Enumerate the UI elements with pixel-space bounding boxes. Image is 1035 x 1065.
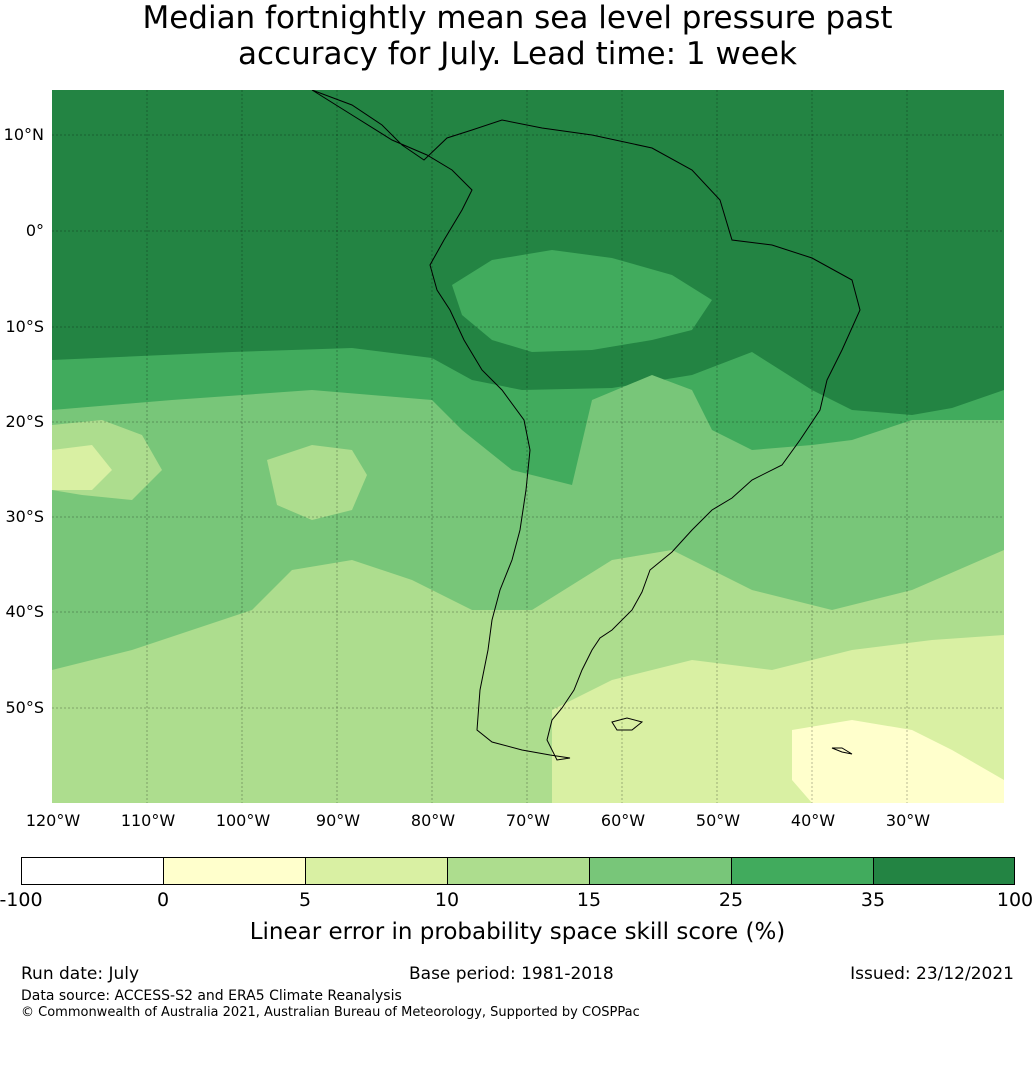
region-5-10-west: [52, 445, 112, 490]
lat-label-50s: 50°S: [5, 698, 44, 717]
base-period: Base period: 1981-2018: [409, 964, 614, 984]
title-line-1: Median fortnightly mean sea level pressu…: [142, 0, 893, 36]
run-date: Run date: July: [21, 964, 140, 984]
lon-label-30w: 30°W: [885, 811, 931, 830]
data-source: Data source: ACCESS-S2 and ERA5 Climate …: [21, 988, 402, 1004]
colorbar-tick-0: 0: [156, 889, 170, 911]
colorbar-band-25-35: [732, 858, 874, 884]
lon-label-110w: 110°W: [120, 811, 176, 830]
region-10-15-patch: [267, 445, 367, 520]
colorbar-band-15-25: [590, 858, 732, 884]
colorbar-tick-25: 25: [718, 889, 744, 911]
region-0-5: [792, 720, 1004, 803]
colorbar-band-0-5: [164, 858, 306, 884]
colorbar-band-minus100-0: [22, 858, 164, 884]
colorbar-tick-10: 10: [434, 889, 460, 911]
colorbar-tick-minus100: -100: [0, 889, 43, 911]
lon-label-70w: 70°W: [505, 811, 551, 830]
colorbar-title: Linear error in probability space skill …: [249, 919, 786, 945]
skill-map-svg: [52, 90, 1004, 803]
colorbar: [21, 857, 1015, 885]
lat-label-0: 0°: [25, 221, 44, 240]
chart-title: Median fortnightly mean sea level pressu…: [0, 0, 1035, 72]
issued-date: Issued: 23/12/2021: [850, 964, 1014, 984]
lon-label-40w: 40°W: [790, 811, 836, 830]
skill-map: [52, 90, 1004, 803]
colorbar-band-35-100: [874, 858, 1014, 884]
lon-label-80w: 80°W: [410, 811, 456, 830]
colorbar-tick-15: 15: [576, 889, 602, 911]
colorbar-tick-35: 35: [860, 889, 886, 911]
coastline-falklands: [611, 717, 644, 731]
colorbar-band-10-15: [448, 858, 590, 884]
lat-label-30s: 30°S: [5, 507, 44, 526]
lon-label-90w: 90°W: [315, 811, 361, 830]
colorbar-tick-100: 100: [996, 889, 1034, 911]
map-gridlines: [52, 90, 1004, 803]
colorbar-tick-5: 5: [298, 889, 312, 911]
lat-label-10n: 10°N: [3, 125, 44, 144]
copyright: © Commonwealth of Australia 2021, Austra…: [21, 1005, 640, 1020]
lat-label-10s: 10°S: [5, 317, 44, 336]
lon-label-120w: 120°W: [25, 811, 81, 830]
coastline-south-america: [311, 90, 861, 761]
lon-label-100w: 100°W: [215, 811, 271, 830]
lat-label-40s: 40°S: [5, 602, 44, 621]
lon-label-50w: 50°W: [695, 811, 741, 830]
lat-label-20s: 20°S: [5, 412, 44, 431]
colorbar-band-5-10: [306, 858, 448, 884]
region-25-35-amazon: [452, 250, 712, 352]
coastline-south-georgia: [831, 747, 853, 755]
lon-label-60w: 60°W: [600, 811, 646, 830]
title-line-2: accuracy for July. Lead time: 1 week: [238, 36, 797, 72]
